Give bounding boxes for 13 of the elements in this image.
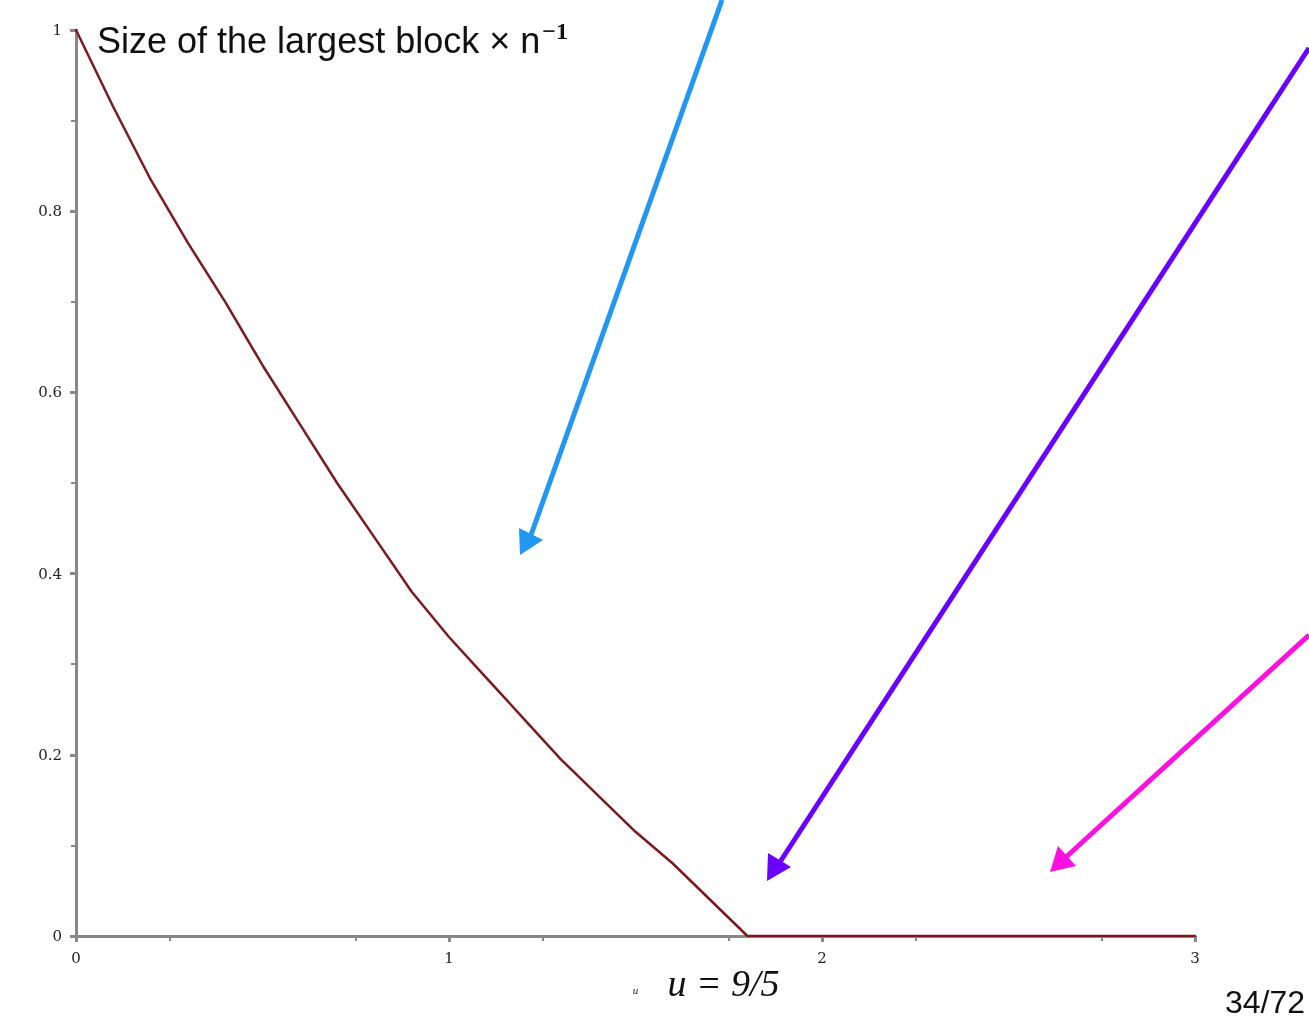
x-tick-label: 2 [817, 948, 827, 967]
y-tick-label: 0.2 [38, 745, 62, 764]
x-tick-label: 3 [1190, 948, 1200, 967]
text: 34/72 [1224, 984, 1305, 1020]
x-tick-label: 0 [71, 948, 81, 967]
x-tick-label: 1 [444, 948, 454, 967]
annotation: u = 9/5 [667, 962, 780, 1004]
y-tick-label: 0.8 [38, 202, 62, 221]
y-tick-label: 1 [52, 21, 62, 39]
y-tick-label: 0 [52, 927, 62, 945]
y-tick-label: 0.4 [38, 564, 62, 583]
x-axis-title: u [632, 983, 639, 996]
y-tick-label: 0.6 [38, 383, 62, 402]
